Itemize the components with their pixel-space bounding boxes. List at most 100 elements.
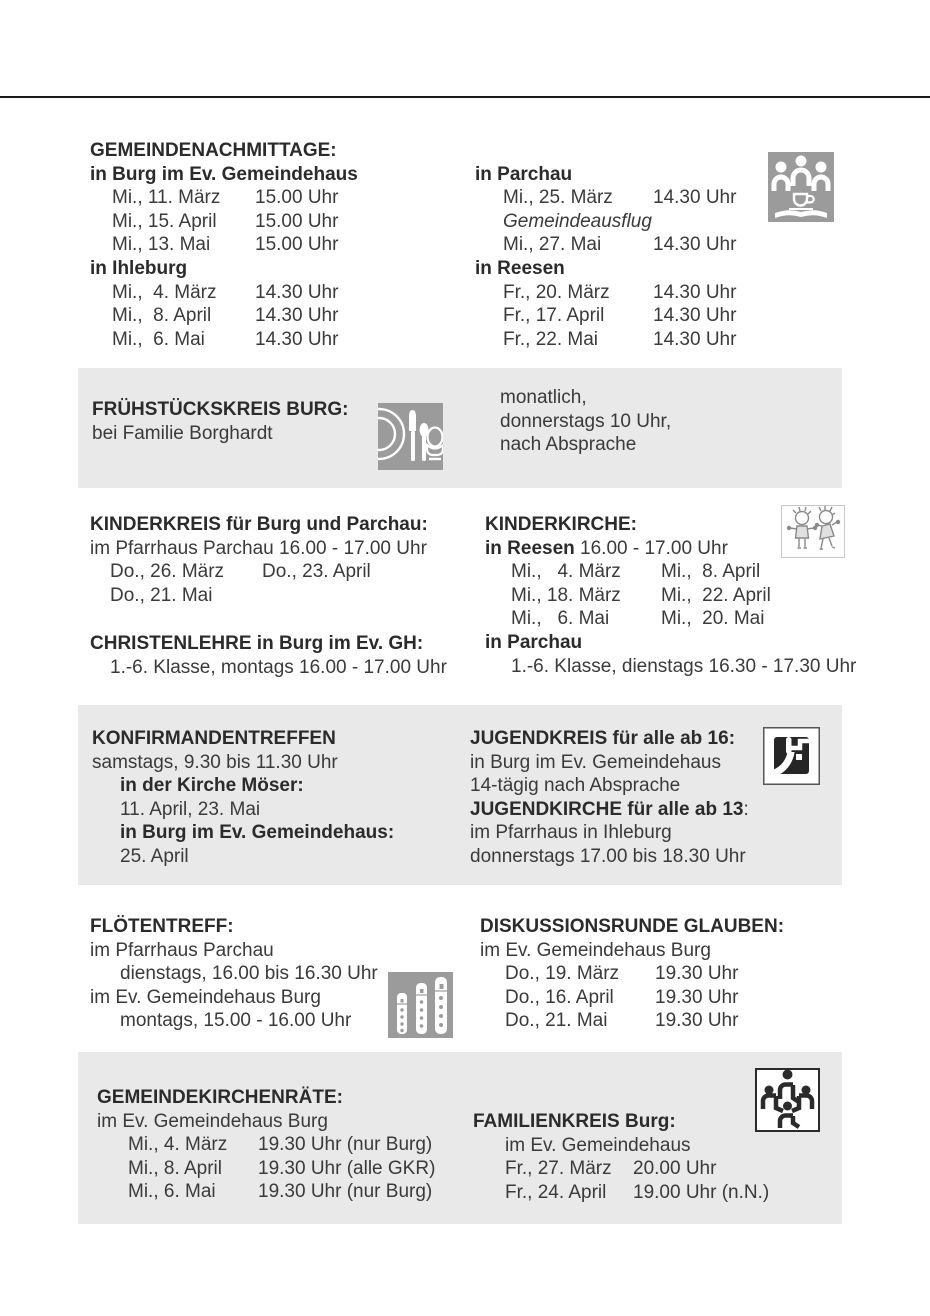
location-line: im Pfarrhaus Parchau <box>90 939 274 961</box>
row-time: 14.30 Uhr <box>653 281 737 303</box>
schedule-row: Fr., 27. März 20.00 Uhr <box>473 1157 769 1181</box>
row-date: Fr., 20. März <box>503 281 610 303</box>
section-title: GEMEINDEKIRCHENRÄTE: <box>97 1087 343 1108</box>
row-date: Fr., 22. Mai <box>503 328 599 350</box>
section-title: JUGENDKIRCHE für alle ab 13: <box>470 798 749 822</box>
row-date: Mi., 18. März <box>511 584 621 606</box>
section-subtitle: im Pfarrhaus Parchau 16.00 - 17.00 Uhr <box>90 537 427 559</box>
section-title: KONFIRMANDENTREFFEN <box>92 728 336 749</box>
schedule-row: Mi., 6. Mai 14.30 Uhr <box>90 328 358 352</box>
time-line: montags, 15.00 - 16.00 Uhr <box>120 1010 352 1032</box>
row-date: Mi., 4. März <box>128 1134 228 1156</box>
section-kinderkirche: KINDERKIRCHE: in Reesen 16.00 - 17.00 Uh… <box>485 513 856 678</box>
section-subtitle: 1.-6. Klasse, montags 16.00 - 17.00 Uhr <box>110 656 447 678</box>
row-time: 19.30 Uhr (nur Burg) <box>258 1134 433 1156</box>
section-title: FLÖTENTREFF: <box>90 916 234 937</box>
location-heading: in Reesen <box>475 257 565 279</box>
info-line: 14-tägig nach Absprache <box>470 775 681 797</box>
schedule-row: Mi., 27. Mai 14.30 Uhr <box>475 233 736 257</box>
row-date: Do., 23. April <box>262 561 371 583</box>
row-date: Mi., 4. März <box>511 561 621 583</box>
section-familienkreis: FAMILIENKREIS Burg: im Ev. Gemeindehaus … <box>473 1110 769 1204</box>
location-time: 16.00 - 17.00 Uhr <box>574 537 728 559</box>
location-heading: in Reesen 16.00 - 17.00 Uhr <box>485 537 856 561</box>
schedule-row: Mi., 25. März 14.30 Uhr <box>475 186 736 210</box>
location-name: in Reesen <box>485 537 575 559</box>
info-line: donnerstags 17.00 bis 18.30 Uhr <box>470 845 746 867</box>
row-date: Do., 26. März <box>110 561 225 583</box>
section-jugend: JUGENDKREIS für alle ab 16: in Burg im E… <box>470 727 749 869</box>
fruehstueckskreis-info: monatlich, donnerstags 10 Uhr, nach Absp… <box>500 386 671 457</box>
row-date: Mi., 15. April <box>112 210 217 232</box>
section-title: FAMILIENKREIS Burg: <box>473 1111 676 1132</box>
row-time: 19.30 Uhr <box>655 986 739 1008</box>
schedule-row: Mi., 18. März Mi., 22. April <box>485 584 856 608</box>
row-time: 20.00 Uhr <box>633 1158 717 1180</box>
schedule-row: Mi., 8. April 14.30 Uhr <box>90 304 358 328</box>
schedule-row: Mi., 6. Mai 19.30 Uhr (nur Burg) <box>97 1180 435 1204</box>
community-coffee-book-icon <box>768 152 834 222</box>
section-gemeindenachmittage-left: GEMEINDENACHMITTAGE: in Burg im Ev. Geme… <box>90 139 358 351</box>
title-text: JUGENDKIRCHE für alle ab 13 <box>470 798 744 820</box>
section-title: DISKUSSIONSRUNDE GLAUBEN: <box>480 916 785 937</box>
section-kinderkreis: KINDERKREIS für Burg und Parchau: im Pfa… <box>90 513 428 607</box>
row-date: Mi., 25. März <box>503 187 613 209</box>
row-date: Mi., 27. Mai <box>503 234 602 256</box>
row-time: 15.00 Uhr <box>255 187 339 209</box>
schedule-row: Mi., 4. März 14.30 Uhr <box>90 281 358 305</box>
row-date: Do., 21. Mai <box>505 1010 608 1032</box>
schedule-row: Do., 21. Mai <box>90 584 428 608</box>
konfirmanden-jugend-box: KONFIRMANDENTREFFEN samstags, 9.30 bis 1… <box>78 705 842 885</box>
schedule-row: Mi., 13. Mai 15.00 Uhr <box>90 233 358 257</box>
row-date: Mi., 11. März <box>112 187 221 209</box>
row-time: 14.30 Uhr <box>653 234 737 256</box>
family-circle-icon <box>755 1068 820 1132</box>
row-date: Fr., 27. März <box>505 1158 612 1180</box>
location-heading: in Burg im Ev. Gemeindehaus <box>90 163 358 185</box>
section-subtitle: im Ev. Gemeindehaus <box>505 1134 691 1156</box>
section-gemeindekirchenraete: GEMEINDEKIRCHENRÄTE: im Ev. Gemeindehaus… <box>97 1086 435 1204</box>
schedule-row: Mi., 6. Mai Mi., 20. Mai <box>485 607 856 631</box>
schedule-row: Do., 21. Mai 19.30 Uhr <box>480 1009 784 1033</box>
schedule-row: Mi., 4. März 19.30 Uhr (nur Burg) <box>97 1133 435 1157</box>
row-time: 15.00 Uhr <box>255 210 339 232</box>
row-date: Mi., 13. Mai <box>112 234 211 256</box>
row-date: Do., 21. Mai <box>110 584 213 606</box>
breakfast-plate-egg-icon <box>378 403 443 470</box>
info-line: monatlich, <box>500 387 587 408</box>
fruehstueckskreis-box: FRÜHSTÜCKSKREIS BURG: bei Familie Borgha… <box>78 368 842 488</box>
row-date: Mi., 8. April <box>128 1157 222 1179</box>
location-heading: in Parchau <box>485 631 583 653</box>
info-line: donnerstags 10 Uhr, <box>500 410 672 432</box>
schedule-row: Fr., 17. April 14.30 Uhr <box>475 304 736 328</box>
row-time: 19.30 Uhr <box>655 963 739 985</box>
row-date: Fr., 17. April <box>503 305 605 327</box>
top-rule <box>0 96 930 98</box>
row-time: 14.30 Uhr <box>653 305 737 327</box>
section-konfirmandentreffen: KONFIRMANDENTREFFEN samstags, 9.30 bis 1… <box>92 727 394 869</box>
row-dates: 11. April, 23. Mai <box>120 798 261 820</box>
schedule-row: Fr., 20. März 14.30 Uhr <box>475 281 736 305</box>
location-line: im Ev. Gemeindehaus Burg <box>90 986 321 1008</box>
row-time: 15.00 Uhr <box>255 234 339 256</box>
info-line: im Pfarrhaus in Ihleburg <box>470 822 672 844</box>
section-title: CHRISTENLEHRE in Burg im Ev. GH: <box>90 633 424 654</box>
section-title: JUGENDKREIS für alle ab 16: <box>470 728 736 749</box>
row-date: Do., 16. April <box>505 986 614 1008</box>
info-line: nach Absprache <box>500 434 637 456</box>
row-time: 14.30 Uhr <box>255 328 339 350</box>
row-date: Mi., 6. Mai <box>511 608 610 630</box>
two-children-drawing-icon <box>781 505 845 558</box>
section-diskussionsrunde: DISKUSSIONSRUNDE GLAUBEN: im Ev. Gemeind… <box>480 915 784 1033</box>
row-time: 19.30 Uhr <box>655 1010 739 1032</box>
row-time: 19.30 Uhr (alle GKR) <box>258 1157 436 1179</box>
fruehstueckskreis-text: FRÜHSTÜCKSKREIS BURG: bei Familie Borgha… <box>92 398 349 445</box>
row-date: Mi., 20. Mai <box>661 608 765 630</box>
section-title: KINDERKREIS für Burg und Parchau: <box>90 514 428 535</box>
section-subtitle: 1.-6. Klasse, dienstags 16.30 - 17.30 Uh… <box>511 655 857 677</box>
row-time: 14.30 Uhr <box>255 305 339 327</box>
row-date: Mi., 6. Mai <box>112 328 205 350</box>
section-title: FRÜHSTÜCKSKREIS BURG: <box>92 399 349 420</box>
row-time: 14.30 Uhr <box>653 328 737 350</box>
row-dates: 25. April <box>120 845 189 867</box>
